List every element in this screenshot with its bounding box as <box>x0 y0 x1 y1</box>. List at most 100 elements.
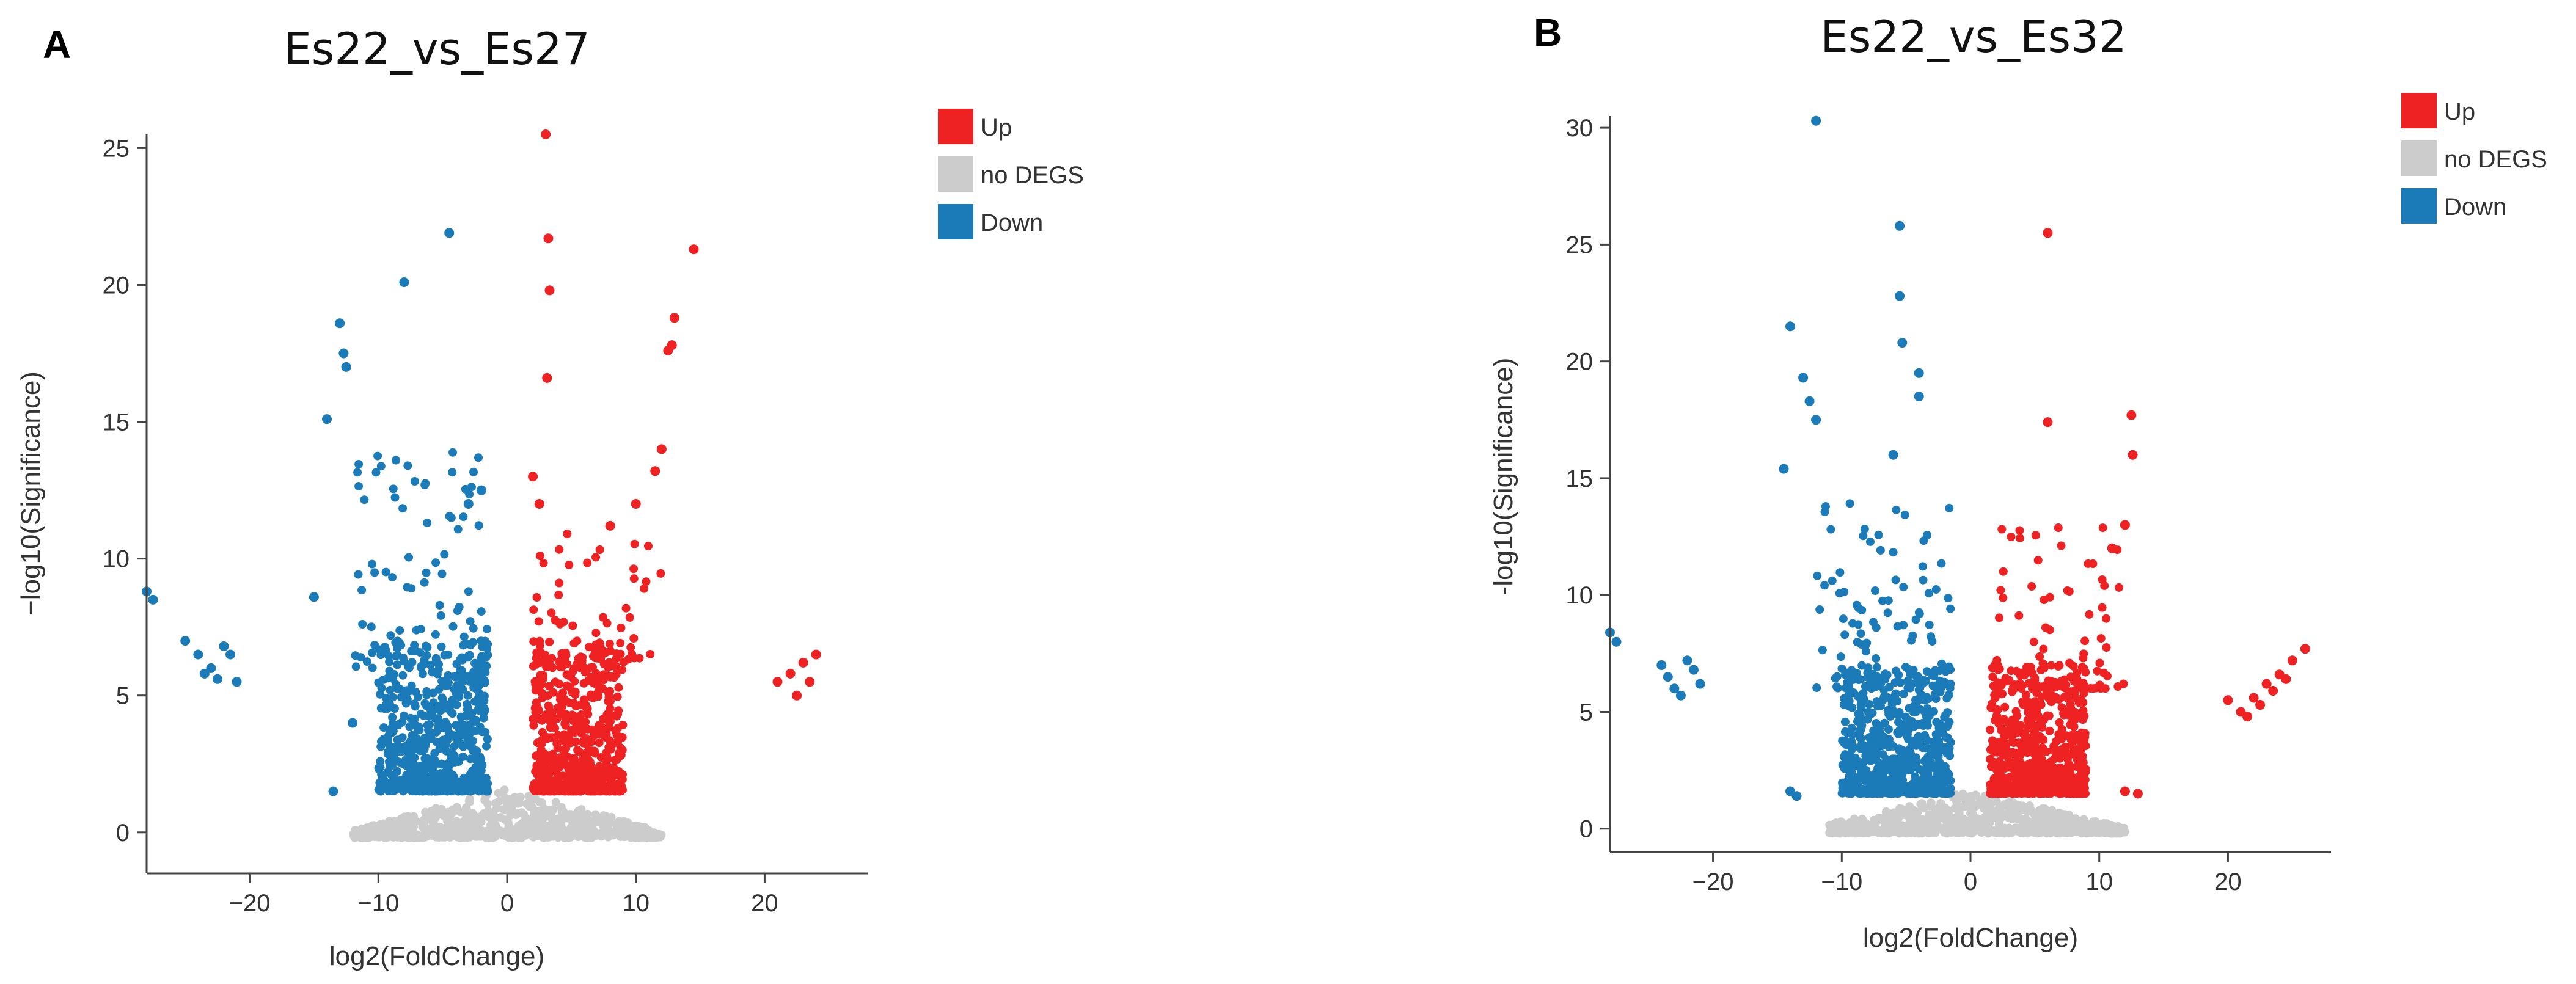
panel-a-point-down <box>435 600 444 610</box>
panel-b-point-down <box>1879 734 1888 743</box>
panel-a-point-no-degs <box>466 823 475 833</box>
panel-a-point-down <box>457 653 466 662</box>
panel-a-point-down <box>450 731 459 740</box>
panel-a-point-down <box>474 787 483 796</box>
panel-a-point-up <box>599 659 609 668</box>
panel-a-point-down <box>433 714 442 723</box>
panel-b-legend-down[interactable]: Down <box>2401 188 2506 224</box>
panel-a-point-down <box>370 568 379 577</box>
panel-a-point-no-degs <box>431 804 441 813</box>
panel-b-point-up <box>2027 663 2035 672</box>
panel-b-point-down <box>1840 694 1849 703</box>
panel-a-point-up <box>583 558 592 567</box>
panel-b-legend-no-degs-label: no DEGS <box>2444 146 2547 173</box>
panel-b-point-up <box>1987 762 1996 771</box>
panel-a-point-down <box>463 691 472 700</box>
panel-a-point-down <box>322 414 332 425</box>
panel-b-point-down <box>1932 743 1941 752</box>
panel-b-point-up <box>2021 733 2029 742</box>
panel-b-point-down <box>1835 568 1845 577</box>
panel-b-point-up <box>2011 777 2021 786</box>
panel-a-point-up <box>534 617 543 626</box>
panel-a-point-up <box>555 679 564 688</box>
panel-a-point-no-degs <box>444 815 453 825</box>
panel-a-point-down <box>374 764 383 773</box>
panel-a-point-down <box>437 724 447 733</box>
panel-b-point-no-degs <box>1884 817 1893 826</box>
panel-a-point-no-degs <box>524 792 533 801</box>
panel-b-point-up <box>2080 712 2089 721</box>
panel-b-x-tick-label: 0 <box>1964 869 1977 895</box>
panel-a-point-no-degs <box>472 825 481 834</box>
panel-b-point-down <box>1852 600 1861 610</box>
panel-a-legend-up[interactable]: Up <box>938 109 1012 144</box>
panel-b-point-up <box>2102 614 2111 623</box>
panel-b-point-up <box>2011 707 2021 716</box>
panel-a-legend-down-label: Down <box>981 210 1043 236</box>
panel-a-point-down <box>410 477 419 486</box>
panel-b-point-down <box>1888 450 1898 460</box>
panel-b-point-up <box>2037 692 2046 701</box>
panel-b-point-up <box>2261 679 2272 689</box>
panel-a-point-down <box>475 688 483 698</box>
panel-b-point-up <box>2300 644 2310 654</box>
panel-b-point-no-degs <box>1850 814 1859 823</box>
panel-a-x-tick-label: 20 <box>751 890 778 917</box>
panel-a-point-up <box>576 723 585 732</box>
panel-a-point-up <box>568 688 577 697</box>
panel-b-point-no-degs <box>1832 824 1841 833</box>
panel-b-point-down <box>1857 740 1866 749</box>
panel-b-point-down <box>1909 720 1919 729</box>
panel-b-point-down <box>1854 620 1863 629</box>
panel-a-legend-down[interactable]: Down <box>938 204 1043 239</box>
panel-b-point-down <box>1905 745 1914 754</box>
panel-a-point-no-degs <box>484 806 493 815</box>
panel-b-legend-no-degs[interactable]: no DEGS <box>2401 140 2547 176</box>
panel-a-legend-no-degs[interactable]: no DEGS <box>938 156 1084 192</box>
panel-a-point-down <box>354 482 364 491</box>
panel-b-point-down <box>1900 511 1909 520</box>
panel-a-point-no-degs <box>381 826 390 836</box>
panel-b-point-down <box>1826 525 1835 534</box>
panel-b-point-up <box>1999 593 2008 602</box>
panel-a-point-up <box>602 763 611 772</box>
panel-a-point-down <box>475 771 485 780</box>
panel-b-point-up <box>2049 746 2058 755</box>
panel-a-point-down <box>338 348 349 359</box>
panel-a-x-tick-label: −10 <box>357 890 399 917</box>
panel-a-plot-area: −20 −10 0 10 20 0 5 10 15 20 25 <box>103 129 868 917</box>
panel-a-point-down <box>466 617 475 626</box>
panel-a-point-down <box>461 484 470 494</box>
panel-b-point-down <box>1915 683 1924 693</box>
panel-b-point-down <box>1883 608 1892 618</box>
panel-a-point-no-degs <box>549 805 558 814</box>
panel-b-point-down <box>1832 682 1841 691</box>
panel-b-point-up <box>2038 748 2047 757</box>
panel-a-point-no-degs <box>525 823 535 832</box>
panel-a-point-up <box>631 499 641 509</box>
panel-a-point-up <box>603 755 612 764</box>
panel-a-point-down <box>483 784 492 793</box>
panel-b-point-up <box>2000 702 2010 712</box>
panel-b-point-no-degs <box>1918 803 1927 812</box>
panel-a-point-no-degs <box>423 830 431 839</box>
panel-b-point-up <box>2119 679 2128 688</box>
panel-a-point-down <box>379 778 389 787</box>
panel-a-point-down <box>483 640 492 649</box>
panel-b-point-no-degs <box>2062 814 2071 822</box>
panel-a-point-up <box>596 753 606 762</box>
panel-a-point-up <box>689 244 699 255</box>
panel-b-point-down <box>1914 368 1924 378</box>
panel-a-point-up <box>569 638 579 647</box>
panel-b-point-down <box>1884 596 1893 605</box>
panel-a-point-up <box>568 621 577 630</box>
panel-b-point-up <box>2060 710 2069 720</box>
panel-a-point-no-degs <box>532 832 541 840</box>
panel-b-point-down <box>1861 641 1870 651</box>
panel-b-point-up <box>1996 717 2005 726</box>
panel-a-point-down <box>455 602 464 611</box>
panel-b-point-down <box>1892 505 1901 514</box>
panel-a-point-down <box>442 746 451 756</box>
panel-b-point-down <box>1868 749 1877 759</box>
panel-b-legend-up[interactable]: Up <box>2401 93 2475 128</box>
